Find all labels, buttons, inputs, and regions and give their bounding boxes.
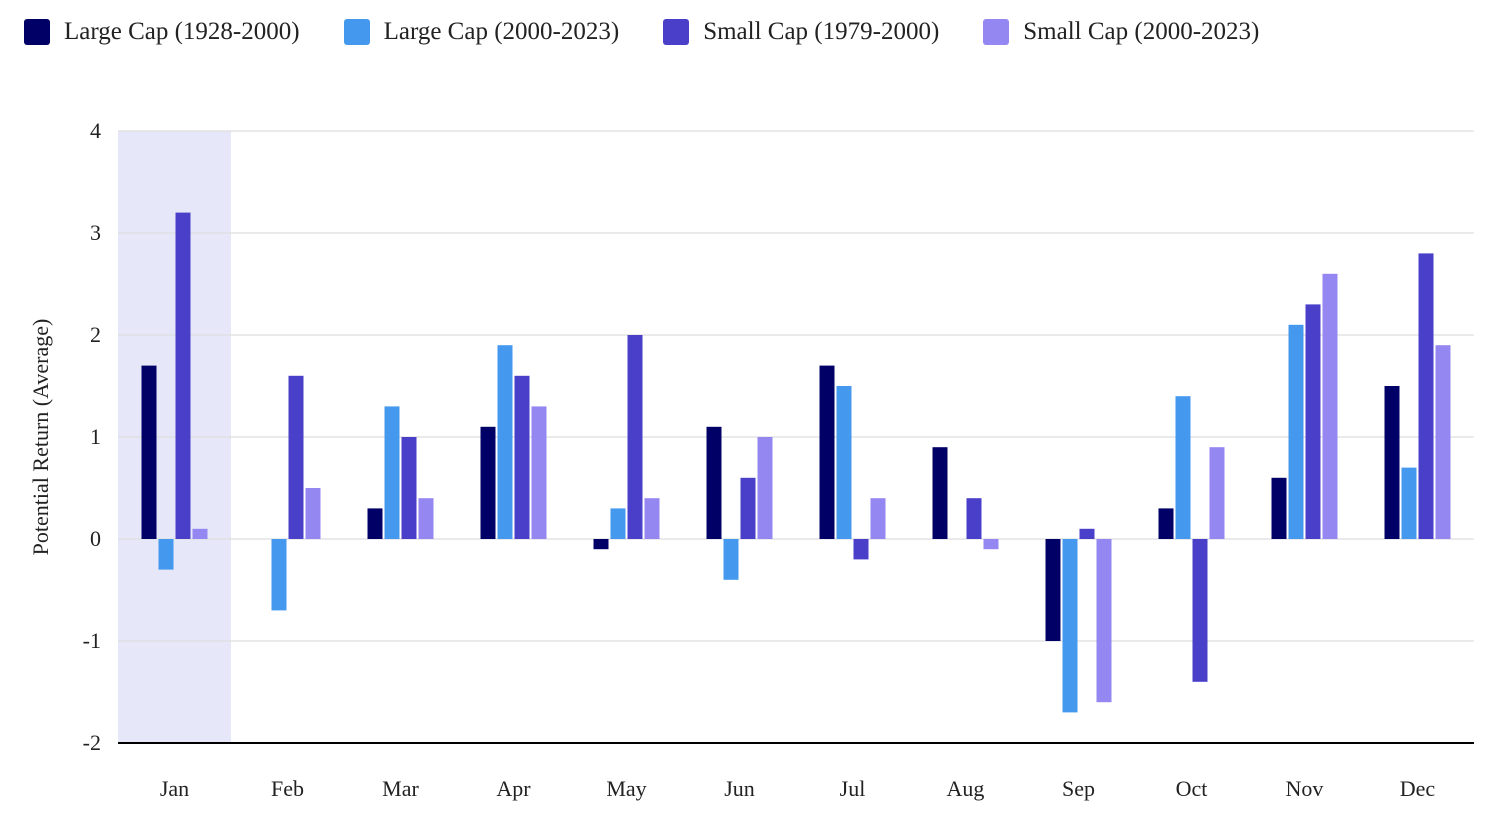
bar-feb-series-4 <box>305 488 321 539</box>
legend-swatch <box>983 19 1010 45</box>
bar-oct-series-1 <box>1158 508 1174 539</box>
x-tick-label-jan: Jan <box>160 776 189 801</box>
bar-may-series-4 <box>644 498 660 539</box>
bar-jun-series-4 <box>757 437 773 539</box>
bar-apr-series-2 <box>497 345 513 539</box>
legend-label: Small Cap (2000-2023) <box>1023 18 1260 45</box>
bar-sep-series-3 <box>1079 528 1095 539</box>
bar-apr-series-4 <box>531 406 547 539</box>
bar-jul-series-3 <box>853 539 869 560</box>
x-tick-label-jun: Jun <box>724 776 755 801</box>
legend-swatch <box>343 19 370 45</box>
bar-nov-series-1 <box>1271 477 1287 539</box>
y-tick-label: -2 <box>83 730 101 755</box>
x-tick-label-apr: Apr <box>496 776 531 801</box>
bar-feb-series-2 <box>271 539 287 611</box>
legend-swatch <box>24 19 50 45</box>
bar-oct-series-3 <box>1192 539 1208 682</box>
bar-sep-series-1 <box>1045 539 1061 641</box>
bar-may-series-1 <box>593 539 609 550</box>
bar-mar-series-3 <box>401 437 417 539</box>
bar-jul-series-4 <box>870 498 886 539</box>
bar-apr-series-1 <box>480 426 496 539</box>
bar-apr-series-3 <box>514 375 530 539</box>
bar-nov-series-3 <box>1305 304 1321 539</box>
bar-nov-series-2 <box>1288 324 1304 539</box>
bar-jan-series-3 <box>175 212 191 539</box>
x-tick-label-dec: Dec <box>1400 776 1436 801</box>
bar-mar-series-4 <box>418 498 434 539</box>
y-tick-label: -1 <box>83 628 101 653</box>
y-tick-label: 2 <box>90 322 101 347</box>
bar-sep-series-2 <box>1062 539 1078 713</box>
bar-jun-series-1 <box>706 426 722 539</box>
legend-item-3: Small Cap (1979-2000) <box>663 18 939 46</box>
x-tick-label-mar: Mar <box>382 776 419 801</box>
y-tick-label: 3 <box>90 220 101 245</box>
bar-dec-series-1 <box>1384 386 1400 539</box>
bar-mar-series-2 <box>384 406 400 539</box>
bar-oct-series-4 <box>1209 447 1225 539</box>
chart-legend: Large Cap (1928-2000) Large Cap (2000-202… <box>24 18 1303 46</box>
bar-dec-series-3 <box>1418 253 1434 539</box>
bar-jul-series-1 <box>819 365 835 539</box>
legend-label: Small Cap (1979-2000) <box>703 18 940 45</box>
bar-nov-series-4 <box>1322 273 1338 539</box>
bar-aug-series-1 <box>932 447 948 539</box>
x-tick-label-aug: Aug <box>947 776 985 801</box>
bar-mar-series-1 <box>367 508 383 539</box>
legend-item-1: Large Cap (1928-2000) <box>24 18 300 46</box>
bar-may-series-3 <box>627 335 643 539</box>
legend-item-4: Small Cap (2000-2023) <box>983 18 1259 46</box>
bar-feb-series-3 <box>288 375 304 539</box>
bar-dec-series-2 <box>1401 467 1417 539</box>
bar-dec-series-4 <box>1435 345 1451 539</box>
x-tick-label-nov: Nov <box>1286 776 1324 801</box>
x-tick-label-sep: Sep <box>1062 776 1095 801</box>
bar-sep-series-4 <box>1096 539 1112 703</box>
y-axis-title: Potential Return (Average) <box>28 319 53 556</box>
legend-label: Large Cap (2000-2023) <box>383 18 620 45</box>
y-tick-label: 4 <box>90 118 101 143</box>
bar-jan-series-1 <box>141 365 157 539</box>
bar-aug-series-4 <box>983 539 999 550</box>
bar-may-series-2 <box>610 508 626 539</box>
bar-jan-series-4 <box>192 528 208 539</box>
bar-jun-series-2 <box>723 539 739 580</box>
y-tick-label: 1 <box>90 424 101 449</box>
bar-jul-series-2 <box>836 386 852 539</box>
legend-swatch <box>663 19 690 45</box>
bar-oct-series-2 <box>1175 396 1191 539</box>
legend-label: Large Cap (1928-2000) <box>64 18 300 45</box>
x-tick-label-feb: Feb <box>271 776 304 801</box>
bar-jun-series-3 <box>740 477 756 539</box>
bar-jan-series-2 <box>158 539 174 570</box>
x-tick-label-may: May <box>606 776 646 801</box>
x-tick-label-oct: Oct <box>1176 776 1208 801</box>
bar-aug-series-3 <box>966 498 982 539</box>
y-tick-label: 0 <box>90 526 101 551</box>
legend-item-2: Large Cap (2000-2023) <box>343 18 620 46</box>
x-tick-label-jul: Jul <box>840 776 866 801</box>
